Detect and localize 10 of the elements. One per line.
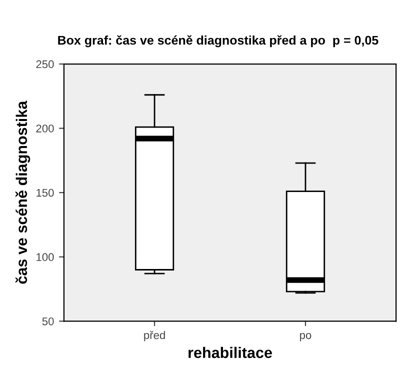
chart-title: Box graf: čas ve scéně diagnostika před a po p = 0,05 — [58, 35, 378, 48]
y-tick-label: 50 — [42, 317, 54, 326]
y-tick-label: 250 — [36, 60, 54, 68]
x-tick-label: po — [300, 332, 312, 342]
y-tick-label: 100 — [36, 253, 54, 262]
y-tick-label: 150 — [36, 188, 54, 197]
x-axis-title: rehabilitace — [188, 346, 272, 358]
x-tick-label: před — [144, 330, 165, 342]
y-axis-title: čas ve scéně diagnostika — [16, 100, 30, 284]
y-tick-label: 200 — [36, 124, 54, 132]
